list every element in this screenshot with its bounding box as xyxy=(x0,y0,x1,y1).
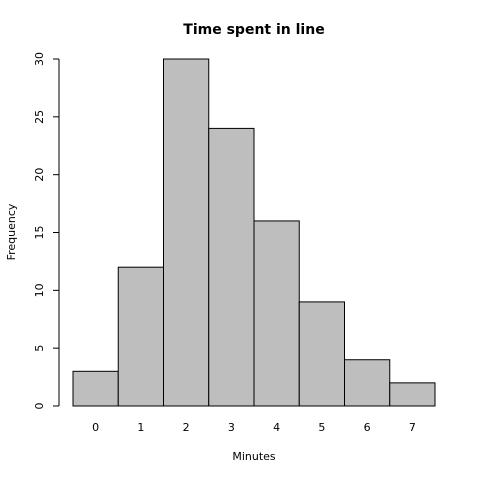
bar xyxy=(208,127,255,407)
x-axis-label: Minutes xyxy=(232,450,276,463)
bar xyxy=(389,382,436,407)
bar xyxy=(344,359,391,407)
bar xyxy=(163,58,210,407)
y-tick-label: 15 xyxy=(33,226,46,240)
y-tick-label: 10 xyxy=(33,283,46,297)
x-tick-label: 5 xyxy=(318,421,325,434)
chart-title: Time spent in line xyxy=(183,22,324,38)
y-tick-label: 25 xyxy=(33,110,46,124)
x-tick-label: 6 xyxy=(364,421,371,434)
y-tick-label: 30 xyxy=(33,52,46,66)
x-tick-label: 1 xyxy=(137,421,144,434)
y-tick-label: 20 xyxy=(33,168,46,182)
x-tick-label: 0 xyxy=(92,421,99,434)
x-tick-label: 2 xyxy=(183,421,190,434)
x-tick-label: 7 xyxy=(409,421,416,434)
y-tick-label: 5 xyxy=(33,345,46,352)
x-tick-label: 3 xyxy=(228,421,235,434)
bar xyxy=(253,220,300,407)
y-tick-label: 0 xyxy=(33,403,46,410)
bar xyxy=(117,266,164,407)
x-tick-label: 4 xyxy=(273,421,280,434)
bar xyxy=(298,301,345,407)
bar xyxy=(72,370,119,407)
y-axis-label: Frequency xyxy=(5,203,18,260)
